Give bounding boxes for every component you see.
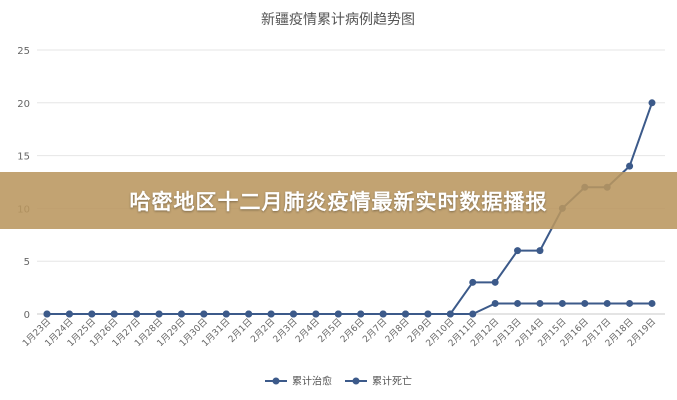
legend-marker (272, 377, 280, 385)
data-point (514, 299, 522, 307)
x-axis-ticks: 1月23日1月24日1月25日1月26日1月27日1月28日1月29日1月30日… (20, 316, 658, 349)
data-point (155, 310, 163, 318)
data-point (536, 247, 544, 255)
x-tick-label: 2月2日 (249, 316, 278, 345)
data-point (222, 310, 230, 318)
data-point (558, 299, 566, 307)
legend-label: 累计死亡 (372, 375, 412, 388)
data-point (177, 310, 185, 318)
y-tick-label: 5 (24, 257, 30, 268)
data-point (88, 310, 96, 318)
legend-label: 累计治愈 (292, 375, 332, 388)
data-point (648, 299, 656, 307)
data-point (357, 310, 365, 318)
data-point (514, 247, 522, 255)
data-point (267, 310, 275, 318)
x-tick-label: 2月6日 (338, 316, 367, 345)
data-point (648, 99, 656, 107)
x-tick-label: 2月5日 (316, 316, 345, 345)
data-point (200, 310, 208, 318)
y-tick-label: 25 (17, 46, 30, 57)
data-point (133, 310, 141, 318)
legend: 累计治愈 累计死亡 (265, 375, 412, 388)
data-point (424, 310, 432, 318)
x-tick-label: 2月8日 (383, 316, 412, 345)
data-point (446, 310, 454, 318)
data-point (402, 310, 410, 318)
data-point (110, 310, 118, 318)
series-line-1 (47, 302, 652, 315)
x-tick-label: 2月3日 (271, 316, 300, 345)
data-point (626, 299, 634, 307)
data-point (491, 299, 499, 307)
data-point (626, 162, 634, 170)
data-point (469, 278, 477, 286)
x-tick-label: 2月1日 (226, 316, 255, 345)
y-tick-label: 0 (24, 310, 30, 321)
data-point (245, 310, 253, 318)
y-tick-label: 15 (17, 152, 30, 163)
data-point (289, 310, 297, 318)
data-point (603, 299, 611, 307)
legend-marker (352, 377, 360, 385)
x-tick-label: 2月7日 (361, 316, 390, 345)
data-point (43, 310, 51, 318)
data-point (491, 278, 499, 286)
data-point (581, 299, 589, 307)
data-point (379, 310, 387, 318)
data-point (469, 310, 477, 318)
banner-text: 哈密地区十二月肺炎疫情最新实时数据播报 (129, 189, 548, 214)
data-point (536, 299, 544, 307)
x-tick-label: 2月4日 (293, 316, 322, 345)
data-point (65, 310, 73, 318)
data-point (312, 310, 320, 318)
y-tick-label: 20 (17, 99, 30, 110)
chart-title: 新疆疫情累计病例趋势图 (261, 12, 415, 28)
data-point (334, 310, 342, 318)
headline-banner: 哈密地区十二月肺炎疫情最新实时数据播报 (0, 172, 677, 229)
